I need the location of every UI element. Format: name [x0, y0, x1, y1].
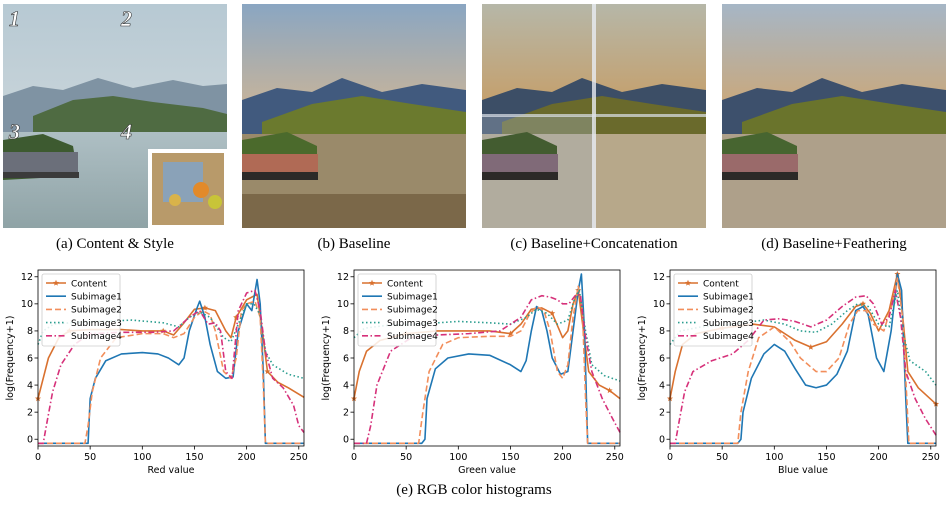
y-axis-label: log(Frequency+1) — [5, 316, 16, 401]
y-tick-label: 4 — [343, 380, 349, 391]
series-line-subimage1 — [38, 278, 304, 445]
x-tick-label: 200 — [554, 452, 572, 463]
x-tick-label: 0 — [35, 452, 41, 463]
y-tick-label: 6 — [659, 353, 665, 364]
y-tick-label: 2 — [659, 407, 665, 418]
series-marker — [606, 387, 613, 394]
series-line-subimage4 — [38, 289, 305, 445]
legend-marker — [368, 279, 376, 286]
legend-label: Content — [71, 279, 107, 289]
legend-label: Subimage1 — [387, 293, 438, 303]
y-tick-label: 2 — [343, 407, 349, 418]
region-label-1: 1 — [9, 6, 20, 31]
y-tick-label: 10 — [21, 299, 33, 310]
y-tick-label: 12 — [337, 272, 349, 283]
y-tick-label: 4 — [659, 380, 665, 391]
y-tick-label: 10 — [337, 299, 349, 310]
region-label-4: 4 — [120, 119, 132, 144]
green-histogram-chart: 0 50 100 150 200 250 0 2 4 6 8 10 12 Green value log(F… — [316, 262, 632, 481]
baseline-concatenation-image — [482, 4, 706, 228]
y-tick-label: 2 — [27, 407, 33, 418]
x-tick-label: 50 — [84, 452, 96, 463]
x-axis-label: Blue value — [778, 465, 828, 476]
x-tick-label: 100 — [765, 452, 783, 463]
y-tick-label: 0 — [27, 435, 33, 446]
legend-label: Subimage2 — [71, 306, 122, 316]
y-tick-label: 8 — [659, 326, 665, 337]
y-tick-label: 4 — [27, 380, 33, 391]
baseline-feathering-image — [722, 4, 946, 228]
series-line-subimage4 — [354, 293, 621, 445]
legend-label: Subimage2 — [387, 306, 438, 316]
y-tick-label: 12 — [653, 272, 665, 283]
legend-label: Subimage1 — [703, 293, 754, 303]
baseline-image — [242, 4, 466, 228]
x-tick-label: 100 — [133, 452, 151, 463]
red-histogram-chart: 0 50 100 150 200 250 0 2 4 6 8 10 12 Red value log(Fre… — [0, 262, 316, 481]
caption-b: (b) Baseline — [317, 236, 391, 252]
region-label-2: 2 — [120, 6, 132, 31]
caption-a: (a) Content & Style — [56, 236, 174, 252]
legend-box — [41, 273, 121, 347]
y-axis-label: log(Frequency+1) — [321, 316, 332, 401]
legend-label: Subimage4 — [71, 332, 122, 342]
y-tick-label: 8 — [27, 326, 33, 337]
series-marker — [549, 310, 556, 316]
x-tick-label: 50 — [400, 452, 412, 463]
x-axis-label: Green value — [458, 465, 516, 476]
y-axis-label: log(Frequency+1) — [637, 316, 648, 401]
x-axis-label: Red value — [147, 465, 194, 476]
series-line-subimage1 — [670, 273, 936, 445]
legend-label: Subimage1 — [71, 293, 122, 303]
y-tick-label: 10 — [653, 299, 665, 310]
legend-label: Subimage3 — [387, 319, 438, 329]
y-tick-label: 0 — [659, 435, 665, 446]
legend-label: Subimage3 — [71, 319, 122, 329]
x-tick-label: 0 — [351, 452, 357, 463]
x-tick-label: 200 — [238, 452, 256, 463]
content-style-image: 1 2 3 4 — [3, 4, 227, 228]
legend-label: Subimage4 — [703, 332, 754, 342]
x-tick-label: 250 — [922, 452, 940, 463]
legend-box — [673, 273, 753, 347]
x-tick-label: 250 — [606, 452, 624, 463]
x-tick-label: 150 — [185, 452, 203, 463]
legend-label: Subimage3 — [703, 319, 754, 329]
x-tick-label: 150 — [501, 452, 519, 463]
x-tick-label: 200 — [870, 452, 888, 463]
legend-marker — [684, 279, 692, 286]
series-marker — [264, 368, 271, 375]
y-tick-label: 8 — [343, 326, 349, 337]
y-tick-label: 6 — [27, 353, 33, 364]
y-tick-label: 6 — [343, 353, 349, 364]
blue-histogram-chart: 0 50 100 150 200 250 0 2 4 6 8 10 12 Blue value log(Fr… — [632, 262, 948, 481]
y-tick-label: 12 — [21, 272, 33, 283]
x-tick-label: 50 — [716, 452, 728, 463]
series-line-subimage4 — [670, 289, 937, 445]
legend-label: Subimage4 — [387, 332, 438, 342]
caption-d: (d) Baseline+Feathering — [761, 236, 907, 252]
region-label-3: 3 — [8, 119, 20, 144]
legend-label: Content — [387, 279, 423, 289]
x-tick-label: 150 — [817, 452, 835, 463]
series-marker — [201, 304, 208, 311]
x-tick-label: 0 — [667, 452, 673, 463]
caption-c: (c) Baseline+Concatenation — [510, 236, 678, 252]
x-tick-label: 100 — [449, 452, 467, 463]
series-marker — [807, 343, 814, 350]
legend-label: Subimage2 — [703, 306, 754, 316]
legend-box — [357, 273, 437, 347]
y-tick-label: 0 — [343, 435, 349, 446]
figure-caption: (e) RGB color histograms — [396, 482, 552, 498]
series-line-subimage2 — [670, 277, 936, 445]
x-tick-label: 250 — [290, 452, 308, 463]
legend-marker — [52, 279, 60, 286]
legend-label: Content — [703, 279, 739, 289]
